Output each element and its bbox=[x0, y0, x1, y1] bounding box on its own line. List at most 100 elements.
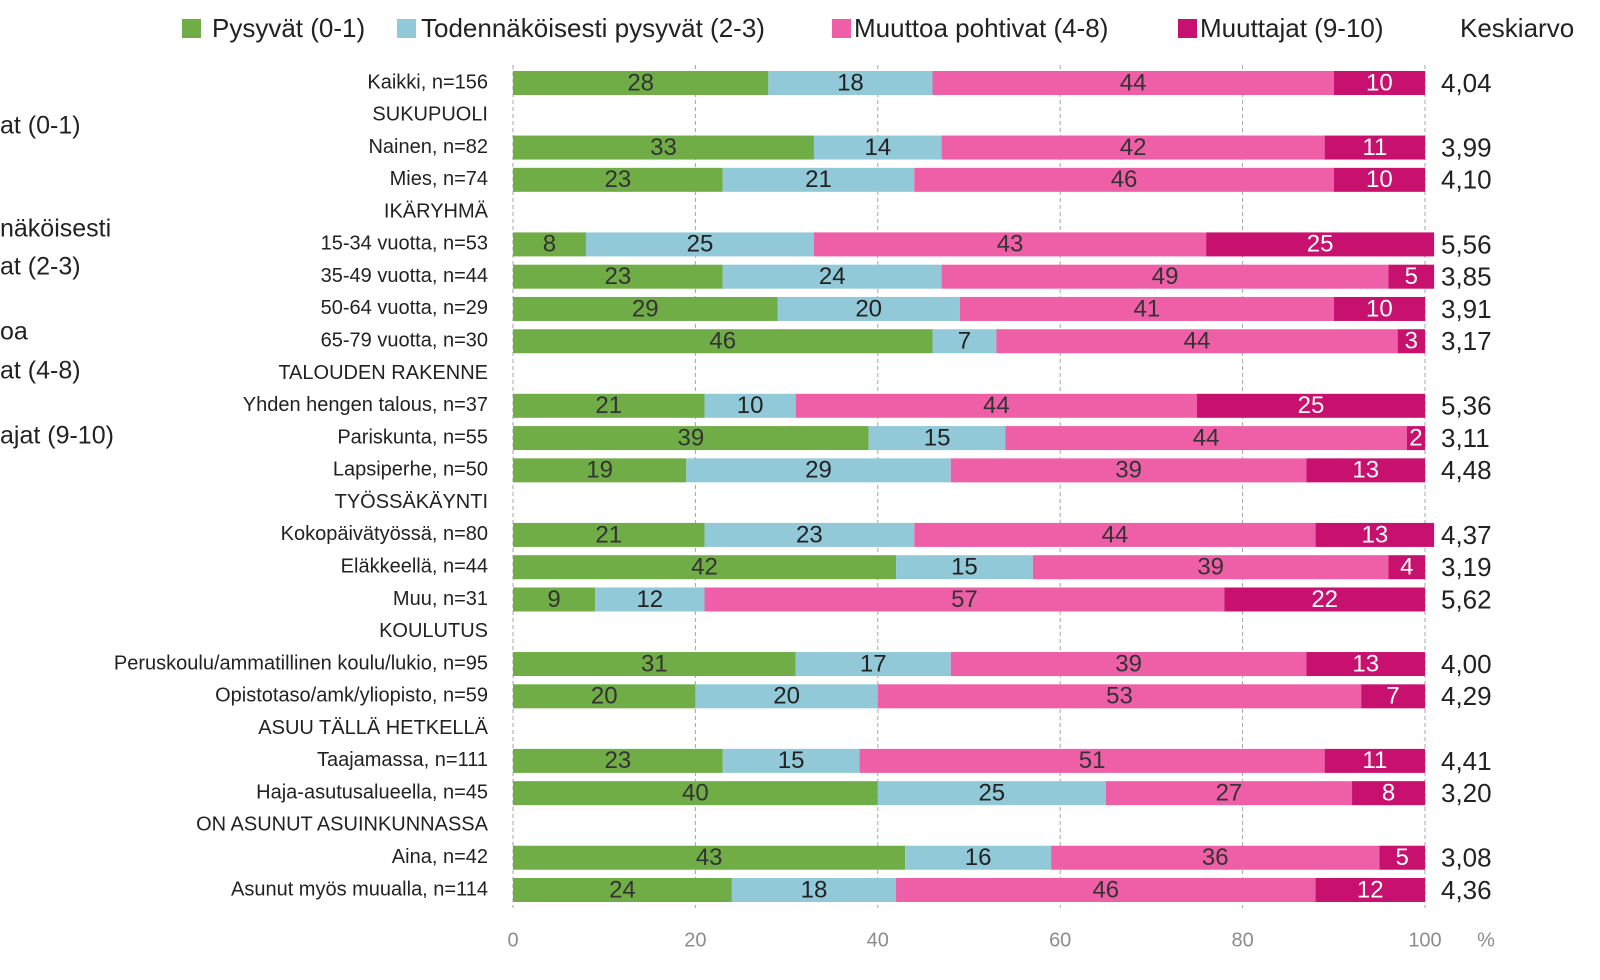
value-label: 44 bbox=[983, 392, 1010, 419]
mean-label: 3,19 bbox=[1441, 552, 1492, 582]
bar-segment bbox=[795, 393, 1197, 418]
value-label: 12 bbox=[636, 586, 663, 613]
value-label: 10 bbox=[737, 392, 764, 419]
bar-segment bbox=[513, 555, 897, 580]
bar-segment bbox=[868, 426, 1006, 451]
bar-segment bbox=[950, 458, 1307, 483]
bar-segment bbox=[905, 845, 1052, 870]
value-label: 53 bbox=[1106, 683, 1133, 710]
value-label: 41 bbox=[1133, 295, 1160, 322]
bar-segment bbox=[1333, 167, 1425, 192]
value-label: 39 bbox=[1115, 650, 1142, 677]
value-label: 33 bbox=[650, 134, 677, 161]
value-label: 25 bbox=[1298, 392, 1325, 419]
bar-segment bbox=[513, 296, 778, 321]
bar-segment bbox=[1315, 522, 1435, 547]
mean-label: 4,48 bbox=[1441, 455, 1492, 485]
bar-segment bbox=[1388, 555, 1425, 580]
bar-segment bbox=[722, 264, 942, 289]
category-label: Taajamassa, n=111 bbox=[317, 749, 488, 771]
bar-segment bbox=[914, 167, 1334, 192]
value-label: 44 bbox=[1184, 328, 1211, 355]
bar-segment bbox=[513, 522, 705, 547]
value-label: 42 bbox=[691, 554, 718, 581]
bar-segment bbox=[513, 393, 705, 418]
value-label: 14 bbox=[864, 134, 891, 161]
value-label: 8 bbox=[1382, 780, 1395, 807]
bar-segment bbox=[513, 652, 796, 677]
bar-segment bbox=[686, 458, 951, 483]
bar-segment bbox=[959, 296, 1334, 321]
mean-label: 4,10 bbox=[1441, 165, 1492, 195]
category-label: 50-64 vuotta, n=29 bbox=[321, 297, 488, 319]
value-label: 10 bbox=[1366, 69, 1393, 96]
value-label: 24 bbox=[609, 876, 636, 903]
value-label: 15 bbox=[924, 424, 951, 451]
value-label: 7 bbox=[958, 328, 971, 355]
mean-label: 4,00 bbox=[1441, 649, 1492, 679]
value-label: 23 bbox=[605, 747, 632, 774]
value-label: 44 bbox=[1193, 424, 1220, 451]
bar-segment bbox=[1388, 264, 1435, 289]
x-tick-label: 40 bbox=[867, 929, 889, 951]
value-label: 10 bbox=[1366, 166, 1393, 193]
category-label: Kokopäivätyössä, n=80 bbox=[281, 523, 488, 545]
category-label: Lapsiperhe, n=50 bbox=[333, 459, 488, 481]
legend-label: Muuttoa pohtivat (4-8) bbox=[854, 13, 1108, 43]
category-label: Pariskunta, n=55 bbox=[337, 426, 488, 448]
bar-segment bbox=[595, 587, 705, 612]
value-label: 43 bbox=[696, 844, 723, 871]
bar-segment bbox=[513, 748, 723, 773]
value-label: 5 bbox=[1405, 263, 1418, 290]
bar-segment bbox=[513, 71, 769, 95]
category-label: Asunut myös muualla, n=114 bbox=[231, 878, 488, 900]
bar-segment bbox=[513, 458, 687, 483]
bar-segment bbox=[996, 329, 1398, 354]
clipped-legend-text: ajat (9-10) bbox=[0, 422, 114, 450]
value-label: 16 bbox=[965, 844, 992, 871]
value-label: 20 bbox=[591, 683, 618, 710]
bar-segment bbox=[877, 684, 1362, 709]
bar-segment bbox=[1105, 781, 1353, 806]
value-label: 23 bbox=[605, 166, 632, 193]
value-label: 9 bbox=[547, 586, 560, 613]
bar-segment bbox=[585, 232, 814, 257]
value-label: 28 bbox=[627, 69, 654, 96]
bar-segment bbox=[513, 264, 723, 289]
x-axis-label: % bbox=[1477, 929, 1495, 951]
bar-segment bbox=[513, 167, 723, 192]
bar-segment bbox=[1206, 232, 1435, 257]
value-label: 24 bbox=[819, 263, 846, 290]
bar-segment bbox=[941, 135, 1325, 160]
value-label: 23 bbox=[796, 521, 823, 548]
bar-segment bbox=[1324, 135, 1425, 160]
bar-segment bbox=[896, 878, 1316, 902]
mean-label: 4,41 bbox=[1441, 746, 1492, 776]
bar-segment bbox=[1306, 652, 1425, 677]
bar-segment bbox=[859, 748, 1325, 773]
value-label: 57 bbox=[951, 586, 978, 613]
bar-segment bbox=[1224, 587, 1425, 612]
value-label: 36 bbox=[1202, 844, 1229, 871]
category-label: Nainen, n=82 bbox=[368, 136, 488, 158]
value-label: 15 bbox=[951, 554, 978, 581]
clipped-legend-text: näköisesti bbox=[0, 215, 111, 243]
mean-header: Keskiarvo bbox=[1460, 13, 1574, 43]
legend-swatch bbox=[397, 19, 416, 38]
category-label: Kaikki, n=156 bbox=[367, 71, 488, 93]
x-tick-label: 80 bbox=[1231, 929, 1253, 951]
mean-label: 5,56 bbox=[1441, 229, 1492, 259]
category-label: Aina, n=42 bbox=[392, 846, 488, 868]
value-label: 11 bbox=[1362, 134, 1387, 161]
mean-label: 4,37 bbox=[1441, 520, 1492, 550]
bar-segment bbox=[795, 652, 951, 677]
value-label: 18 bbox=[837, 69, 864, 96]
value-label: 8 bbox=[543, 231, 556, 258]
value-label: 21 bbox=[805, 166, 832, 193]
bar-segment bbox=[777, 296, 960, 321]
bar-segment bbox=[704, 522, 915, 547]
bar-segment bbox=[1324, 748, 1425, 773]
mean-label: 4,36 bbox=[1441, 875, 1492, 905]
bars bbox=[513, 71, 1435, 902]
bar-segment bbox=[1397, 329, 1425, 354]
